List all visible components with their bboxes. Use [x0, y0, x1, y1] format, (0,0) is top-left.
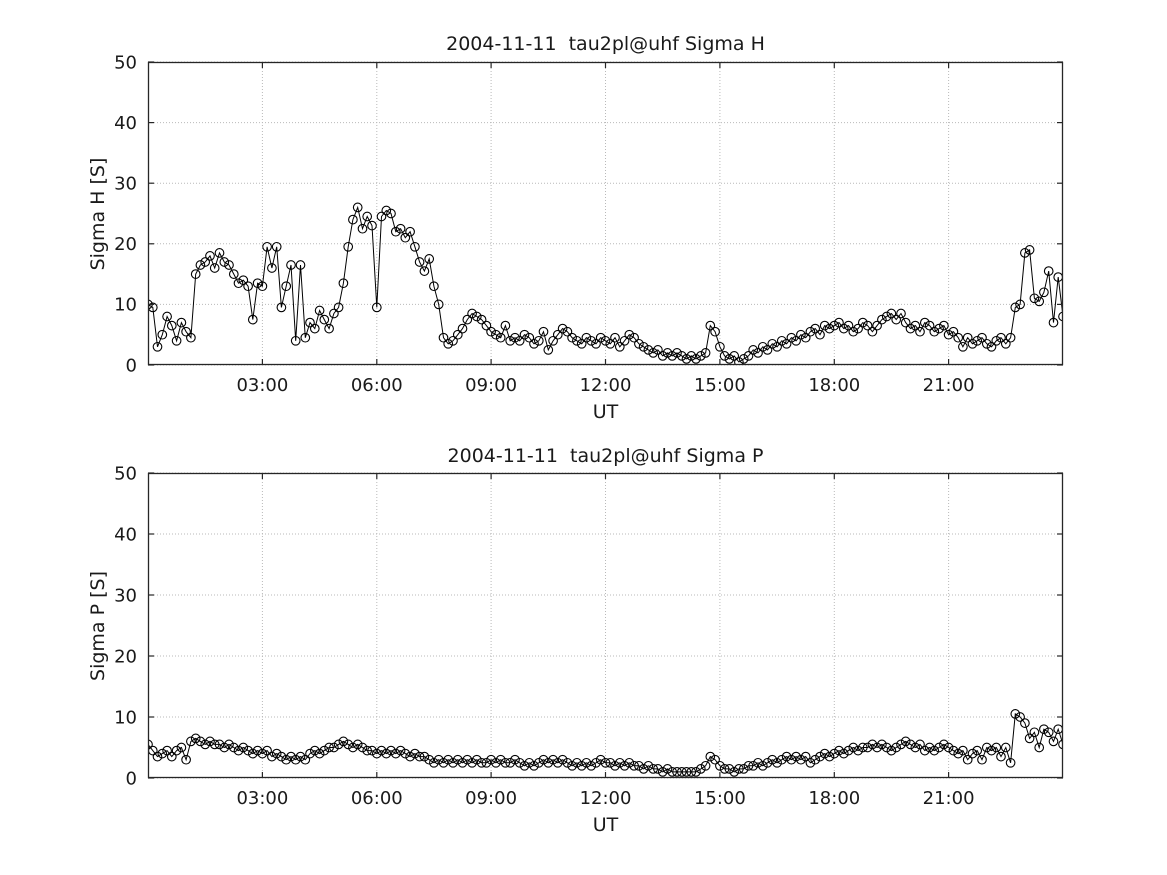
- x-axis-label-ut-bottom: UT: [592, 814, 619, 836]
- svg-text:50: 50: [114, 463, 137, 484]
- x-axis-label-ut-top: UT: [592, 401, 619, 423]
- svg-text:06:00: 06:00: [351, 788, 403, 809]
- data-series: [148, 202, 1063, 365]
- svg-text:12:00: 12:00: [580, 788, 632, 809]
- svg-text:40: 40: [114, 113, 137, 134]
- gridlines: [148, 61, 1063, 366]
- sigma-h-plot: 03:00 06:00 09:00 12:00 15:00 18:00 21:00 0 10 20…: [114, 52, 1064, 396]
- svg-text:21:00: 21:00: [923, 788, 975, 809]
- svg-text:09:00: 09:00: [465, 375, 517, 396]
- svg-text:10: 10: [114, 295, 137, 316]
- plot-title-sigma-p: 2004-11-11 tau2pl@uhf Sigma P: [447, 445, 764, 467]
- data-point-markers: [148, 202, 1063, 365]
- svg-text:18:00: 18:00: [808, 788, 860, 809]
- axes-frame: [147, 472, 1064, 779]
- svg-text:30: 30: [114, 174, 137, 195]
- svg-text:18:00: 18:00: [808, 375, 860, 396]
- data-point-markers: [148, 709, 1063, 777]
- data-series: [148, 709, 1063, 777]
- gridlines: [148, 472, 1063, 779]
- svg-text:20: 20: [114, 234, 137, 255]
- x-tick-labels: 03:00 06:00 09:00 12:00 15:00 18:00 21:00: [236, 375, 974, 396]
- axes-frame: [147, 61, 1064, 366]
- svg-text:12:00: 12:00: [580, 375, 632, 396]
- svg-text:40: 40: [114, 524, 137, 545]
- y-axis-label-sigma-h: Sigma H [S]: [87, 157, 109, 271]
- svg-text:20: 20: [114, 646, 137, 667]
- svg-text:15:00: 15:00: [694, 375, 746, 396]
- svg-text:03:00: 03:00: [236, 375, 288, 396]
- y-tick-labels: 0 10 20 30 40 50: [114, 463, 137, 789]
- y-tick-labels: 0 10 20 30 40 50: [114, 52, 137, 376]
- sigma-p-plot: 03:00 06:00 09:00 12:00 15:00 18:00 21:00 0 10 20…: [114, 463, 1064, 809]
- svg-text:15:00: 15:00: [694, 788, 746, 809]
- y-axis-label-sigma-p: Sigma P [S]: [87, 571, 109, 681]
- svg-text:50: 50: [114, 52, 137, 73]
- svg-text:0: 0: [126, 768, 137, 789]
- svg-text:21:00: 21:00: [923, 375, 975, 396]
- plot-title-sigma-h: 2004-11-11 tau2pl@uhf Sigma H: [446, 33, 765, 55]
- svg-text:03:00: 03:00: [236, 788, 288, 809]
- svg-text:0: 0: [126, 355, 137, 376]
- svg-text:10: 10: [114, 707, 137, 728]
- series-line: [148, 205, 1063, 363]
- svg-text:30: 30: [114, 585, 137, 606]
- svg-text:09:00: 09:00: [465, 788, 517, 809]
- x-tick-labels: 03:00 06:00 09:00 12:00 15:00 18:00 21:00: [236, 788, 974, 809]
- svg-text:06:00: 06:00: [351, 375, 403, 396]
